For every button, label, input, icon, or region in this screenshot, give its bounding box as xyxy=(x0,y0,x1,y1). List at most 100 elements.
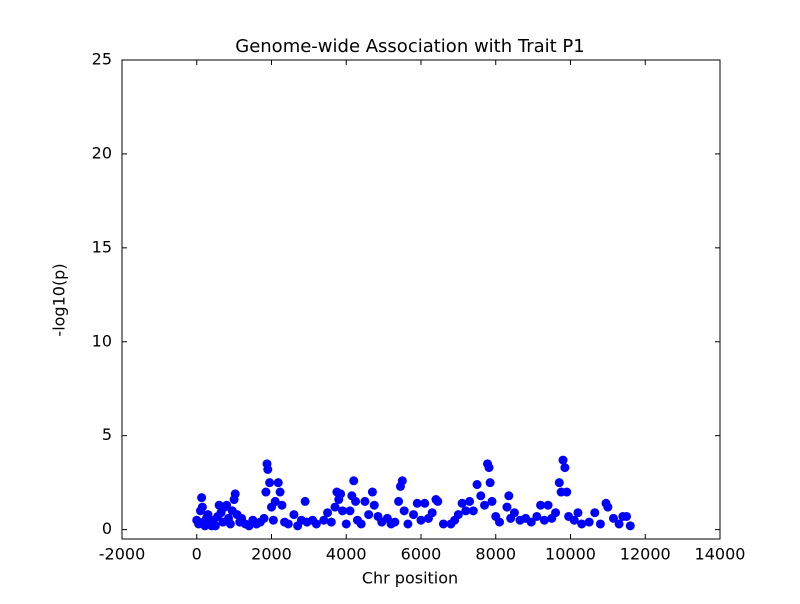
point xyxy=(614,519,624,529)
x-tick-label: 4000 xyxy=(326,545,367,564)
point xyxy=(270,496,280,506)
y-tick-label: 20 xyxy=(92,143,112,162)
x-axis-label: Chr position xyxy=(362,569,458,588)
point xyxy=(603,502,613,512)
point xyxy=(487,496,497,506)
point xyxy=(323,508,333,518)
point xyxy=(536,500,546,510)
point xyxy=(399,506,409,516)
point xyxy=(526,517,536,527)
x-tick-label: 0 xyxy=(192,545,202,564)
y-tick-label: 10 xyxy=(92,331,112,350)
plot-area xyxy=(192,455,635,531)
point xyxy=(403,519,413,529)
point xyxy=(622,511,632,521)
point xyxy=(360,496,370,506)
point xyxy=(311,519,321,529)
point xyxy=(230,489,240,499)
point xyxy=(409,510,419,520)
point xyxy=(551,508,561,518)
point xyxy=(539,515,549,525)
point xyxy=(625,521,635,531)
point xyxy=(225,519,235,529)
point xyxy=(476,491,486,501)
point xyxy=(338,506,348,516)
point xyxy=(197,502,207,512)
point xyxy=(461,506,471,516)
point xyxy=(569,515,579,525)
y-tick-label: 0 xyxy=(102,519,112,538)
y-tick-label: 15 xyxy=(92,237,112,256)
point xyxy=(197,493,207,503)
point xyxy=(416,515,426,525)
x-tick-label: 12000 xyxy=(620,545,671,564)
point xyxy=(472,480,482,490)
point xyxy=(261,487,271,497)
point xyxy=(356,519,366,529)
point xyxy=(484,463,494,473)
point xyxy=(532,511,542,521)
x-tick-label: 2000 xyxy=(251,545,292,564)
point xyxy=(584,517,594,527)
point xyxy=(465,496,475,506)
point xyxy=(319,515,329,525)
point xyxy=(427,508,437,518)
point xyxy=(336,489,346,499)
point xyxy=(560,463,570,473)
point xyxy=(562,487,572,497)
point xyxy=(369,500,379,510)
y-tick-label: 5 xyxy=(102,425,112,444)
x-tick-label: -2000 xyxy=(99,545,146,564)
point xyxy=(468,506,478,516)
point xyxy=(273,478,283,488)
point xyxy=(480,500,490,510)
point xyxy=(394,496,404,506)
point xyxy=(595,519,605,529)
point xyxy=(577,519,587,529)
point xyxy=(222,500,232,510)
point xyxy=(509,508,519,518)
chart-title: Genome-wide Association with Trait P1 xyxy=(235,36,584,57)
point xyxy=(349,476,359,486)
x-tick-label: 6000 xyxy=(401,545,442,564)
point xyxy=(268,515,278,525)
point xyxy=(397,476,407,486)
point xyxy=(259,513,269,523)
point xyxy=(453,510,463,520)
point xyxy=(502,502,512,512)
x-tick-label: 10000 xyxy=(545,545,596,564)
point xyxy=(554,478,564,488)
point xyxy=(608,513,618,523)
point xyxy=(390,517,400,527)
point xyxy=(433,496,443,506)
point xyxy=(326,517,336,527)
point xyxy=(420,498,430,508)
point xyxy=(412,498,422,508)
point xyxy=(494,517,504,527)
point xyxy=(457,498,467,508)
point xyxy=(330,502,340,512)
point xyxy=(485,478,495,488)
point xyxy=(210,521,220,531)
point xyxy=(364,510,374,520)
point xyxy=(590,508,600,518)
point xyxy=(275,487,285,497)
point xyxy=(558,455,568,465)
y-tick-label: 25 xyxy=(92,50,112,69)
point xyxy=(203,510,213,520)
point xyxy=(283,519,293,529)
point xyxy=(341,519,351,529)
x-tick-label: 14000 xyxy=(695,545,746,564)
point xyxy=(543,500,553,510)
point xyxy=(573,508,583,518)
y-axis-label: -log10(p) xyxy=(50,263,69,336)
x-tick-label: 8000 xyxy=(475,545,516,564)
point xyxy=(367,487,377,497)
point xyxy=(277,500,287,510)
point xyxy=(438,519,448,529)
point xyxy=(300,496,310,506)
point xyxy=(345,506,355,516)
point xyxy=(263,464,273,474)
point xyxy=(504,491,514,501)
point xyxy=(351,496,361,506)
